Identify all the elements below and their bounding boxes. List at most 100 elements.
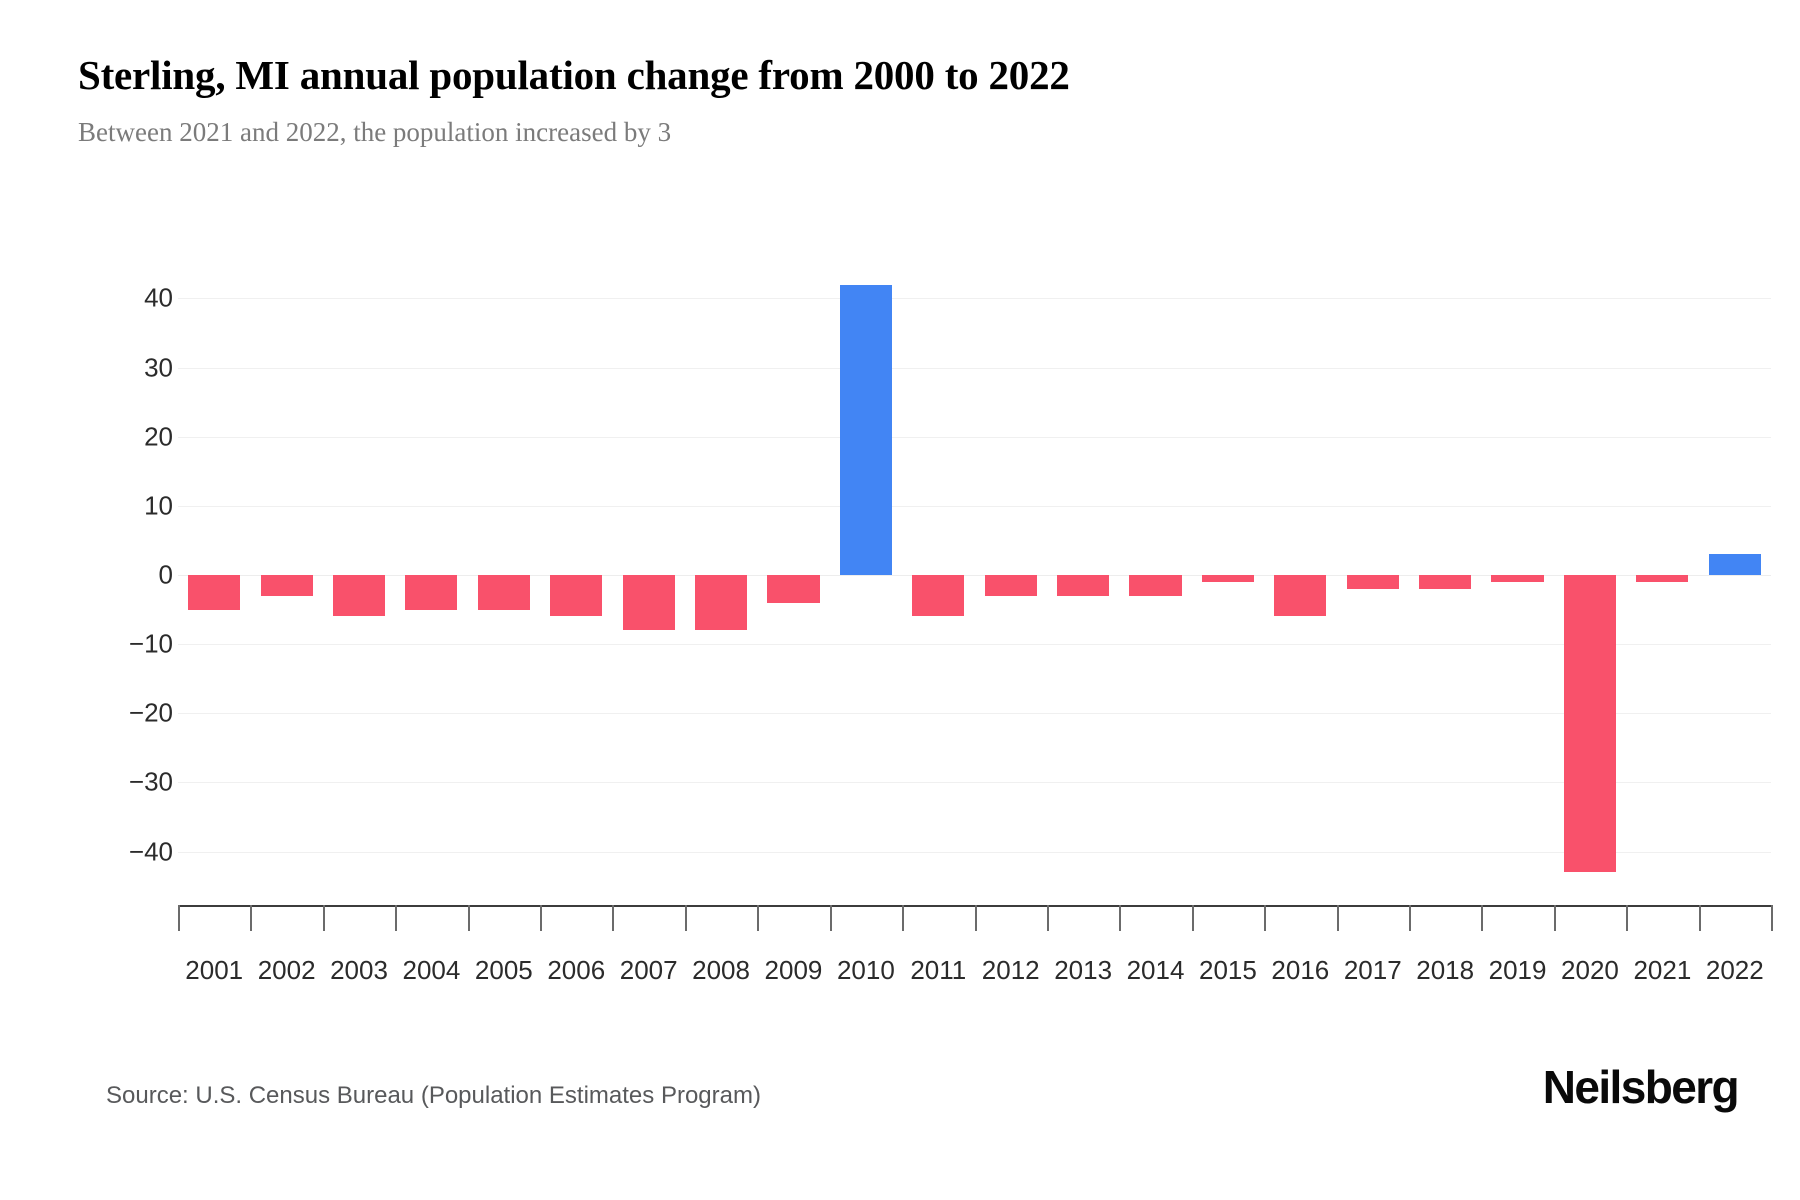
bar-slot <box>1047 250 1119 900</box>
bar-2018[interactable] <box>1419 575 1472 589</box>
x-axis-tick-label: 2002 <box>257 955 316 985</box>
x-axis-tick <box>1191 905 1194 931</box>
x-axis-tick <box>250 905 253 931</box>
x-axis-tick-label: 2015 <box>1199 955 1257 985</box>
page-title: Sterling, MI annual population change fr… <box>78 52 1070 98</box>
gridline <box>178 782 1771 784</box>
bar-slot <box>250 250 322 900</box>
bar-slot <box>540 250 612 900</box>
y-axis-tick-label: −20 <box>128 697 173 728</box>
bar-slot <box>1554 250 1626 900</box>
bar-slot <box>1192 250 1264 900</box>
x-axis-tick-label: 2008 <box>692 955 750 985</box>
x-axis-tick-label: 2005 <box>474 955 533 985</box>
bar-2022[interactable] <box>1708 554 1761 575</box>
bar-2017[interactable] <box>1346 575 1399 589</box>
y-axis-tick-label: −10 <box>128 628 173 659</box>
x-axis-tick <box>1626 905 1629 931</box>
bar-slot <box>468 250 540 900</box>
bar-2021[interactable] <box>1636 575 1689 582</box>
y-axis-tick-label: −30 <box>128 766 173 797</box>
bar-slot <box>975 250 1047 900</box>
x-axis-tick <box>1481 905 1484 931</box>
y-axis-tick-label: 20 <box>144 421 173 452</box>
bar-2012[interactable] <box>984 575 1037 596</box>
gridline <box>178 851 1771 853</box>
y-axis-tick-label: 30 <box>144 352 173 383</box>
bar-2014[interactable] <box>1129 575 1182 596</box>
x-axis-tick-label: 2007 <box>619 955 678 985</box>
chart-subtitle: Between 2021 and 2022, the population in… <box>78 117 672 148</box>
x-axis-tick <box>1336 905 1339 931</box>
x-axis-tick <box>829 905 832 931</box>
x-axis-tick-label: 2011 <box>910 955 967 985</box>
gridline <box>178 644 1771 646</box>
bar-2015[interactable] <box>1201 575 1254 582</box>
x-axis-tick <box>1771 905 1773 931</box>
x-axis-tick-label: 2003 <box>330 955 388 985</box>
bar-2002[interactable] <box>260 575 313 596</box>
bar-slot <box>757 250 829 900</box>
bar-2003[interactable] <box>332 575 386 617</box>
bar-slot <box>1626 250 1698 900</box>
x-axis-tick-label: 2020 <box>1561 955 1619 985</box>
bar-slot <box>1119 250 1191 900</box>
x-axis-tick-label: 2013 <box>1054 955 1113 985</box>
x-axis-tick-label: 2012 <box>981 955 1040 985</box>
x-axis-tick <box>1119 905 1122 931</box>
x-axis-tick <box>757 905 760 931</box>
bar-2010[interactable] <box>839 284 892 575</box>
bar-chart: 40 30 20 10 0 −10 −20 −30 −40 <box>129 250 1798 900</box>
x-axis-tick-label: 2004 <box>402 955 461 985</box>
x-axis-tick <box>612 905 615 931</box>
bar-2011[interactable] <box>912 575 965 617</box>
x-axis-tick-label: 2009 <box>764 955 823 985</box>
bar-slot <box>395 250 467 900</box>
x-axis-tick-label: 2006 <box>547 955 606 985</box>
x-axis-tick-label: 2022 <box>1705 955 1764 985</box>
bar-2016[interactable] <box>1274 575 1327 617</box>
bar-2005[interactable] <box>477 575 530 610</box>
y-axis-tick-label: 10 <box>144 490 173 521</box>
x-axis-tick-label: 2021 <box>1633 955 1692 985</box>
x-axis-tick <box>974 905 977 931</box>
x-axis-tick-label: 2010 <box>836 955 895 985</box>
x-axis-tick-label: 2018 <box>1416 955 1475 985</box>
bar-slot <box>1699 250 1771 900</box>
gridline <box>178 367 1771 369</box>
x-axis-tick-label: 2016 <box>1271 955 1330 985</box>
x-axis-tick <box>467 905 470 931</box>
gridline <box>178 575 1771 576</box>
x-axis-tick-label: 2014 <box>1126 955 1185 985</box>
x-axis-tick <box>1408 905 1411 931</box>
bar-2020[interactable] <box>1563 575 1617 873</box>
bar-2013[interactable] <box>1057 575 1110 596</box>
x-axis-tick <box>1698 905 1701 931</box>
y-axis-tick-label: 0 <box>158 559 173 590</box>
bar-2007[interactable] <box>622 575 675 631</box>
x-axis-tick <box>1046 905 1049 931</box>
bar-2004[interactable] <box>405 575 458 610</box>
y-axis-tick-label: −40 <box>128 836 173 867</box>
bar-slot <box>1409 250 1481 900</box>
x-axis-tick-label: 2017 <box>1343 955 1402 985</box>
bar-slot <box>1264 250 1336 900</box>
bar-slot <box>178 250 250 900</box>
x-axis-tick-label: 2019 <box>1488 955 1547 985</box>
x-axis-tick <box>540 905 543 931</box>
bar-slot <box>902 250 974 900</box>
brand-logo: Neilsberg <box>1542 1061 1740 1113</box>
gridline <box>178 298 1771 300</box>
gridline <box>178 505 1771 507</box>
bar-slot <box>830 250 902 900</box>
bar-slot <box>323 250 395 900</box>
bar-2006[interactable] <box>550 575 603 617</box>
bar-2001[interactable] <box>188 575 241 610</box>
bars-group <box>178 250 1771 900</box>
bar-2009[interactable] <box>767 575 820 603</box>
bar-2008[interactable] <box>694 575 748 631</box>
x-axis-tick-label: 2001 <box>185 955 244 985</box>
bar-2019[interactable] <box>1491 575 1544 582</box>
